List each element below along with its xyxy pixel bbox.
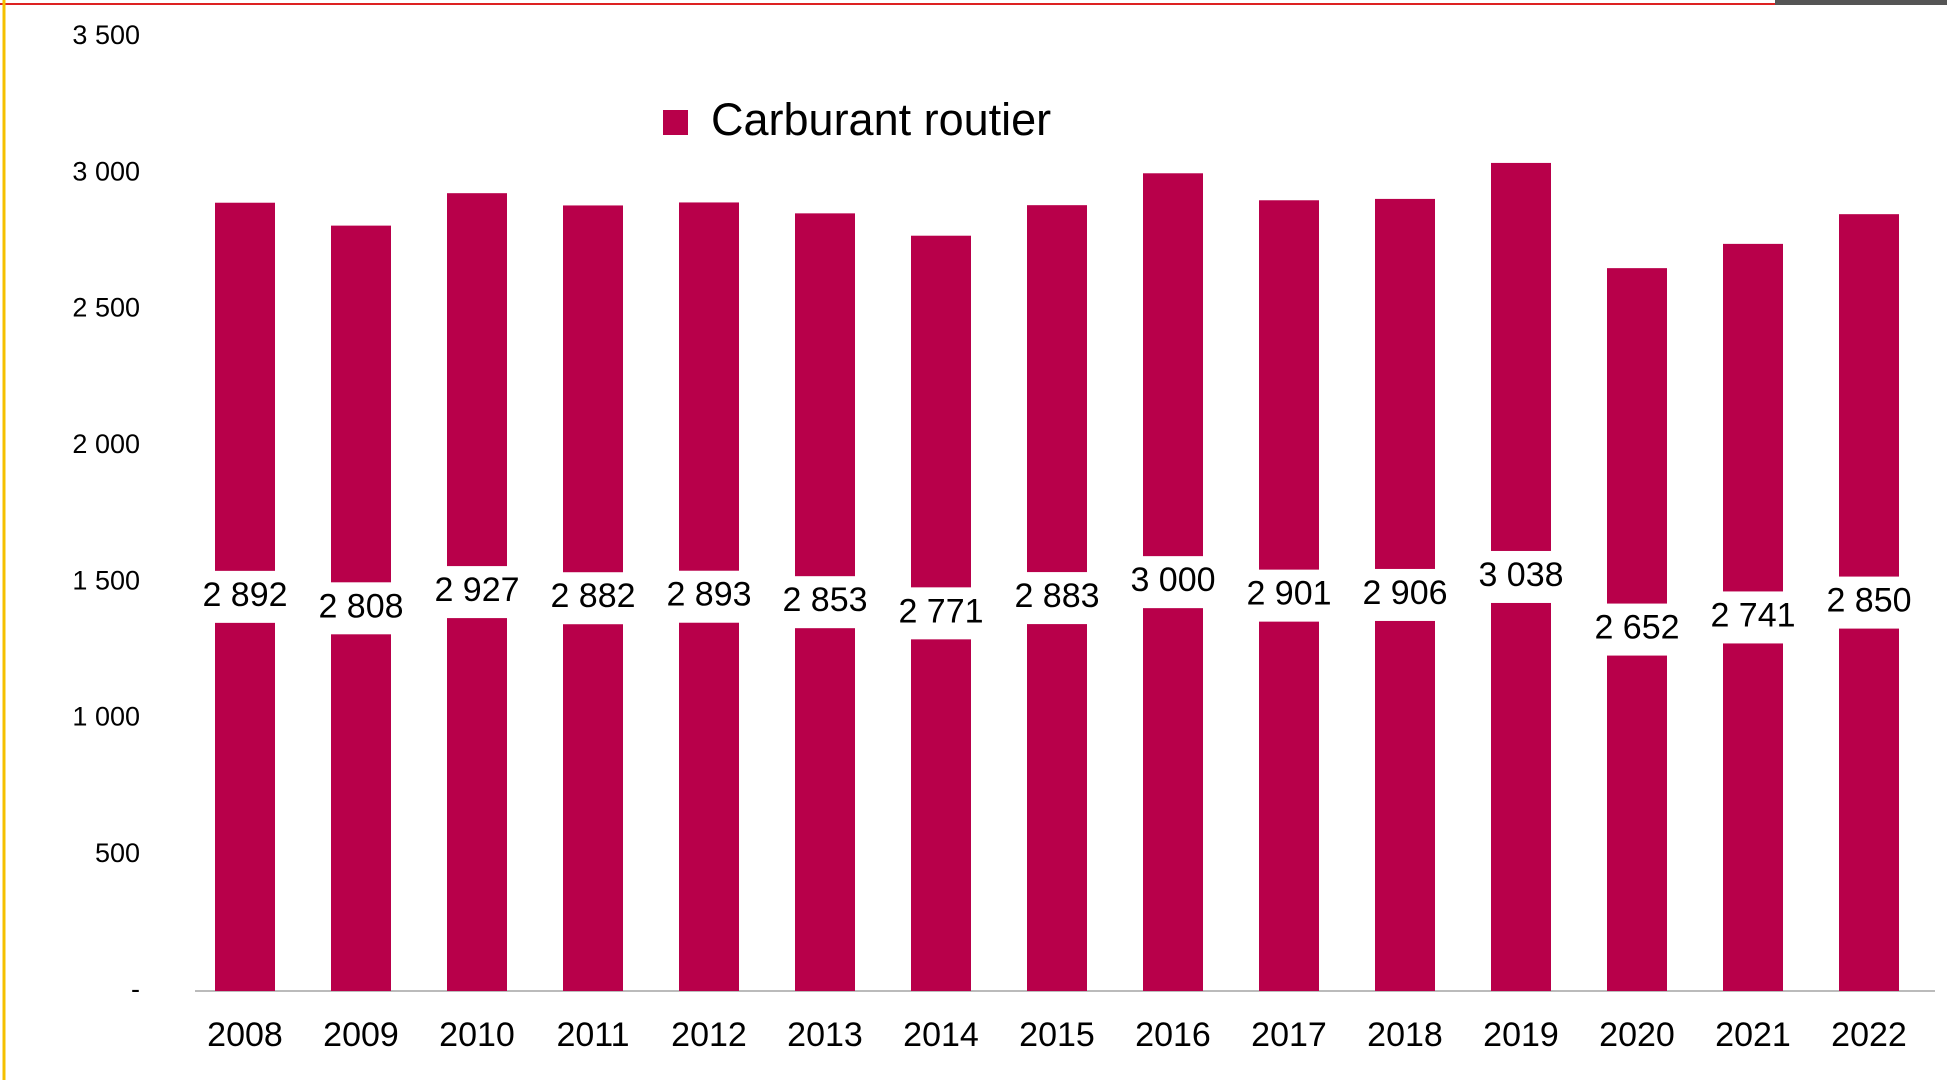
x-tick-label: 2009	[323, 1016, 399, 1054]
x-tick-label: 2016	[1135, 1016, 1211, 1054]
x-tick-label: 2017	[1251, 1016, 1327, 1054]
data-label-bg	[1471, 550, 1571, 603]
data-label: 2 906	[1362, 574, 1447, 612]
y-tick-label: 3 500	[72, 20, 140, 50]
data-label: 2 892	[202, 576, 287, 614]
data-label-bg	[1819, 576, 1919, 629]
x-tick-label: 2011	[556, 1016, 629, 1054]
data-label: 2 901	[1246, 575, 1331, 613]
legend-swatch	[663, 110, 688, 135]
data-label: 2 808	[318, 587, 403, 625]
data-label: 2 882	[550, 577, 635, 615]
data-label-bg	[311, 582, 411, 635]
x-tick-label: 2022	[1831, 1016, 1907, 1054]
data-label-bg	[891, 587, 991, 640]
data-label-bg	[1239, 569, 1339, 622]
data-label: 2 927	[434, 571, 519, 609]
x-tick-label: 2015	[1019, 1016, 1095, 1054]
x-tick-label: 2020	[1599, 1016, 1675, 1054]
y-tick-label: 1 000	[72, 702, 140, 732]
x-tick-label: 2008	[207, 1016, 283, 1054]
data-label: 2 883	[1014, 577, 1099, 615]
y-tick-label: 3 000	[72, 156, 140, 186]
x-tick-label: 2019	[1483, 1016, 1559, 1054]
data-label: 2 893	[666, 576, 751, 614]
data-label-bg	[1123, 556, 1223, 609]
y-tick-label: 2 500	[72, 293, 140, 323]
data-label-bg	[1007, 572, 1107, 625]
x-tick-label: 2021	[1715, 1016, 1791, 1054]
corner-bar	[1775, 0, 1947, 5]
data-label-bg	[1703, 591, 1803, 644]
y-tick-label: 2 000	[72, 429, 140, 459]
data-label-bg	[195, 570, 295, 623]
y-tick-label: 500	[95, 838, 140, 868]
data-label-bg	[1355, 568, 1455, 621]
data-label: 2 652	[1594, 609, 1679, 647]
data-label: 2 853	[782, 581, 867, 619]
x-tick-label: 2010	[439, 1016, 515, 1054]
data-label: 2 771	[898, 592, 983, 630]
data-label: 2 741	[1710, 596, 1795, 634]
legend-label: Carburant routier	[711, 94, 1051, 145]
data-label-bg	[659, 570, 759, 623]
y-tick-label: -	[131, 974, 140, 1004]
data-label-bg	[775, 576, 875, 629]
data-label-bg	[427, 566, 527, 619]
x-tick-label: 2012	[671, 1016, 747, 1054]
data-label: 3 038	[1478, 556, 1563, 594]
y-tick-label: 1 500	[72, 565, 140, 595]
data-label: 2 850	[1826, 582, 1911, 620]
x-tick-label: 2018	[1367, 1016, 1443, 1054]
x-tick-label: 2014	[903, 1016, 979, 1054]
data-label-bg	[1587, 603, 1687, 656]
x-tick-label: 2013	[787, 1016, 863, 1054]
data-label: 3 000	[1130, 561, 1215, 599]
data-label-bg	[543, 572, 643, 625]
